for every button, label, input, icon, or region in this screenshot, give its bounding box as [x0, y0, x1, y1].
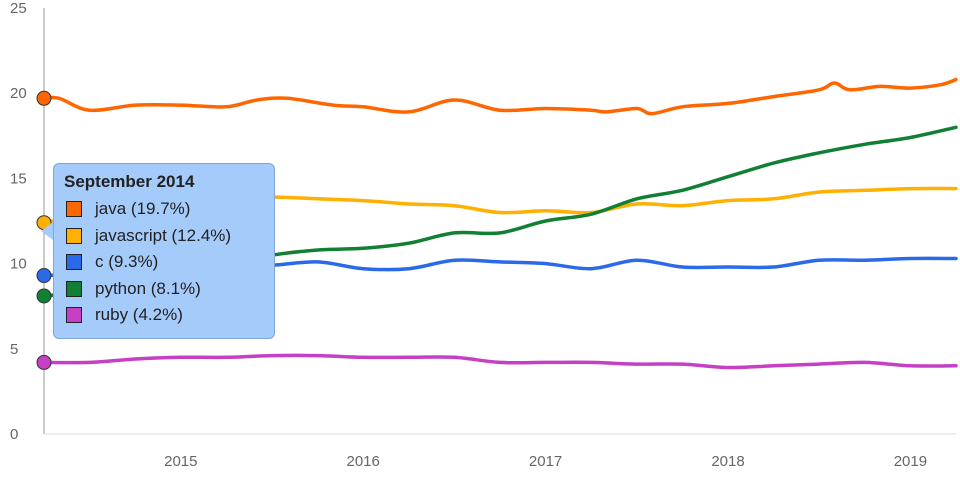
- x-axis-ticks: 2015 2016 2017 2018 2019: [164, 453, 927, 470]
- hover-markers: [36, 90, 52, 370]
- legend-swatch-javascript: [66, 227, 82, 244]
- tooltip-label-c: c (9.3%): [95, 252, 159, 272]
- tooltip: September 2014 java (19.7%) javascript (…: [53, 163, 275, 339]
- series-line-java: [42, 77, 958, 116]
- legend-swatch-python: [66, 280, 82, 297]
- tooltip-row-javascript: javascript (12.4%): [64, 223, 264, 250]
- x-tick-label: 2017: [529, 453, 562, 470]
- tooltip-label-ruby: ruby (4.2%): [95, 305, 183, 325]
- legend-swatch-java: [66, 201, 82, 218]
- tooltip-row-java: java (19.7%): [64, 196, 264, 223]
- series-line-ruby: [42, 353, 958, 370]
- tooltip-arrow: [41, 222, 53, 240]
- tooltip-row-ruby: ruby (4.2%): [64, 302, 264, 329]
- tooltip-label-javascript: javascript (12.4%): [95, 225, 232, 245]
- tooltip-row-python: python (8.1%): [64, 276, 264, 303]
- legend-swatch-ruby: [66, 307, 82, 324]
- y-axis-ticks: 0 5 10 15 20 25: [10, 0, 27, 443]
- hover-marker-python: [36, 288, 52, 304]
- tooltip-label-java: java (19.7%): [95, 199, 191, 219]
- x-tick-label: 2015: [164, 453, 197, 470]
- y-tick-label: 0: [10, 426, 18, 443]
- y-tick-label: 5: [10, 341, 18, 358]
- tooltip-row-c: c (9.3%): [64, 249, 264, 276]
- tooltip-title: September 2014: [64, 172, 195, 191]
- hover-marker-ruby: [36, 354, 52, 370]
- hover-marker-java: [36, 90, 52, 106]
- y-tick-label: 15: [10, 170, 27, 187]
- legend-swatch-c: [66, 254, 82, 271]
- x-tick-label: 2018: [711, 453, 744, 470]
- x-tick-label: 2019: [894, 453, 927, 470]
- y-tick-label: 20: [10, 85, 27, 102]
- y-tick-label: 10: [10, 256, 27, 273]
- tooltip-label-python: python (8.1%): [95, 278, 201, 298]
- y-tick-label: 25: [10, 0, 27, 17]
- hover-marker-c: [36, 268, 52, 284]
- x-tick-label: 2016: [347, 453, 380, 470]
